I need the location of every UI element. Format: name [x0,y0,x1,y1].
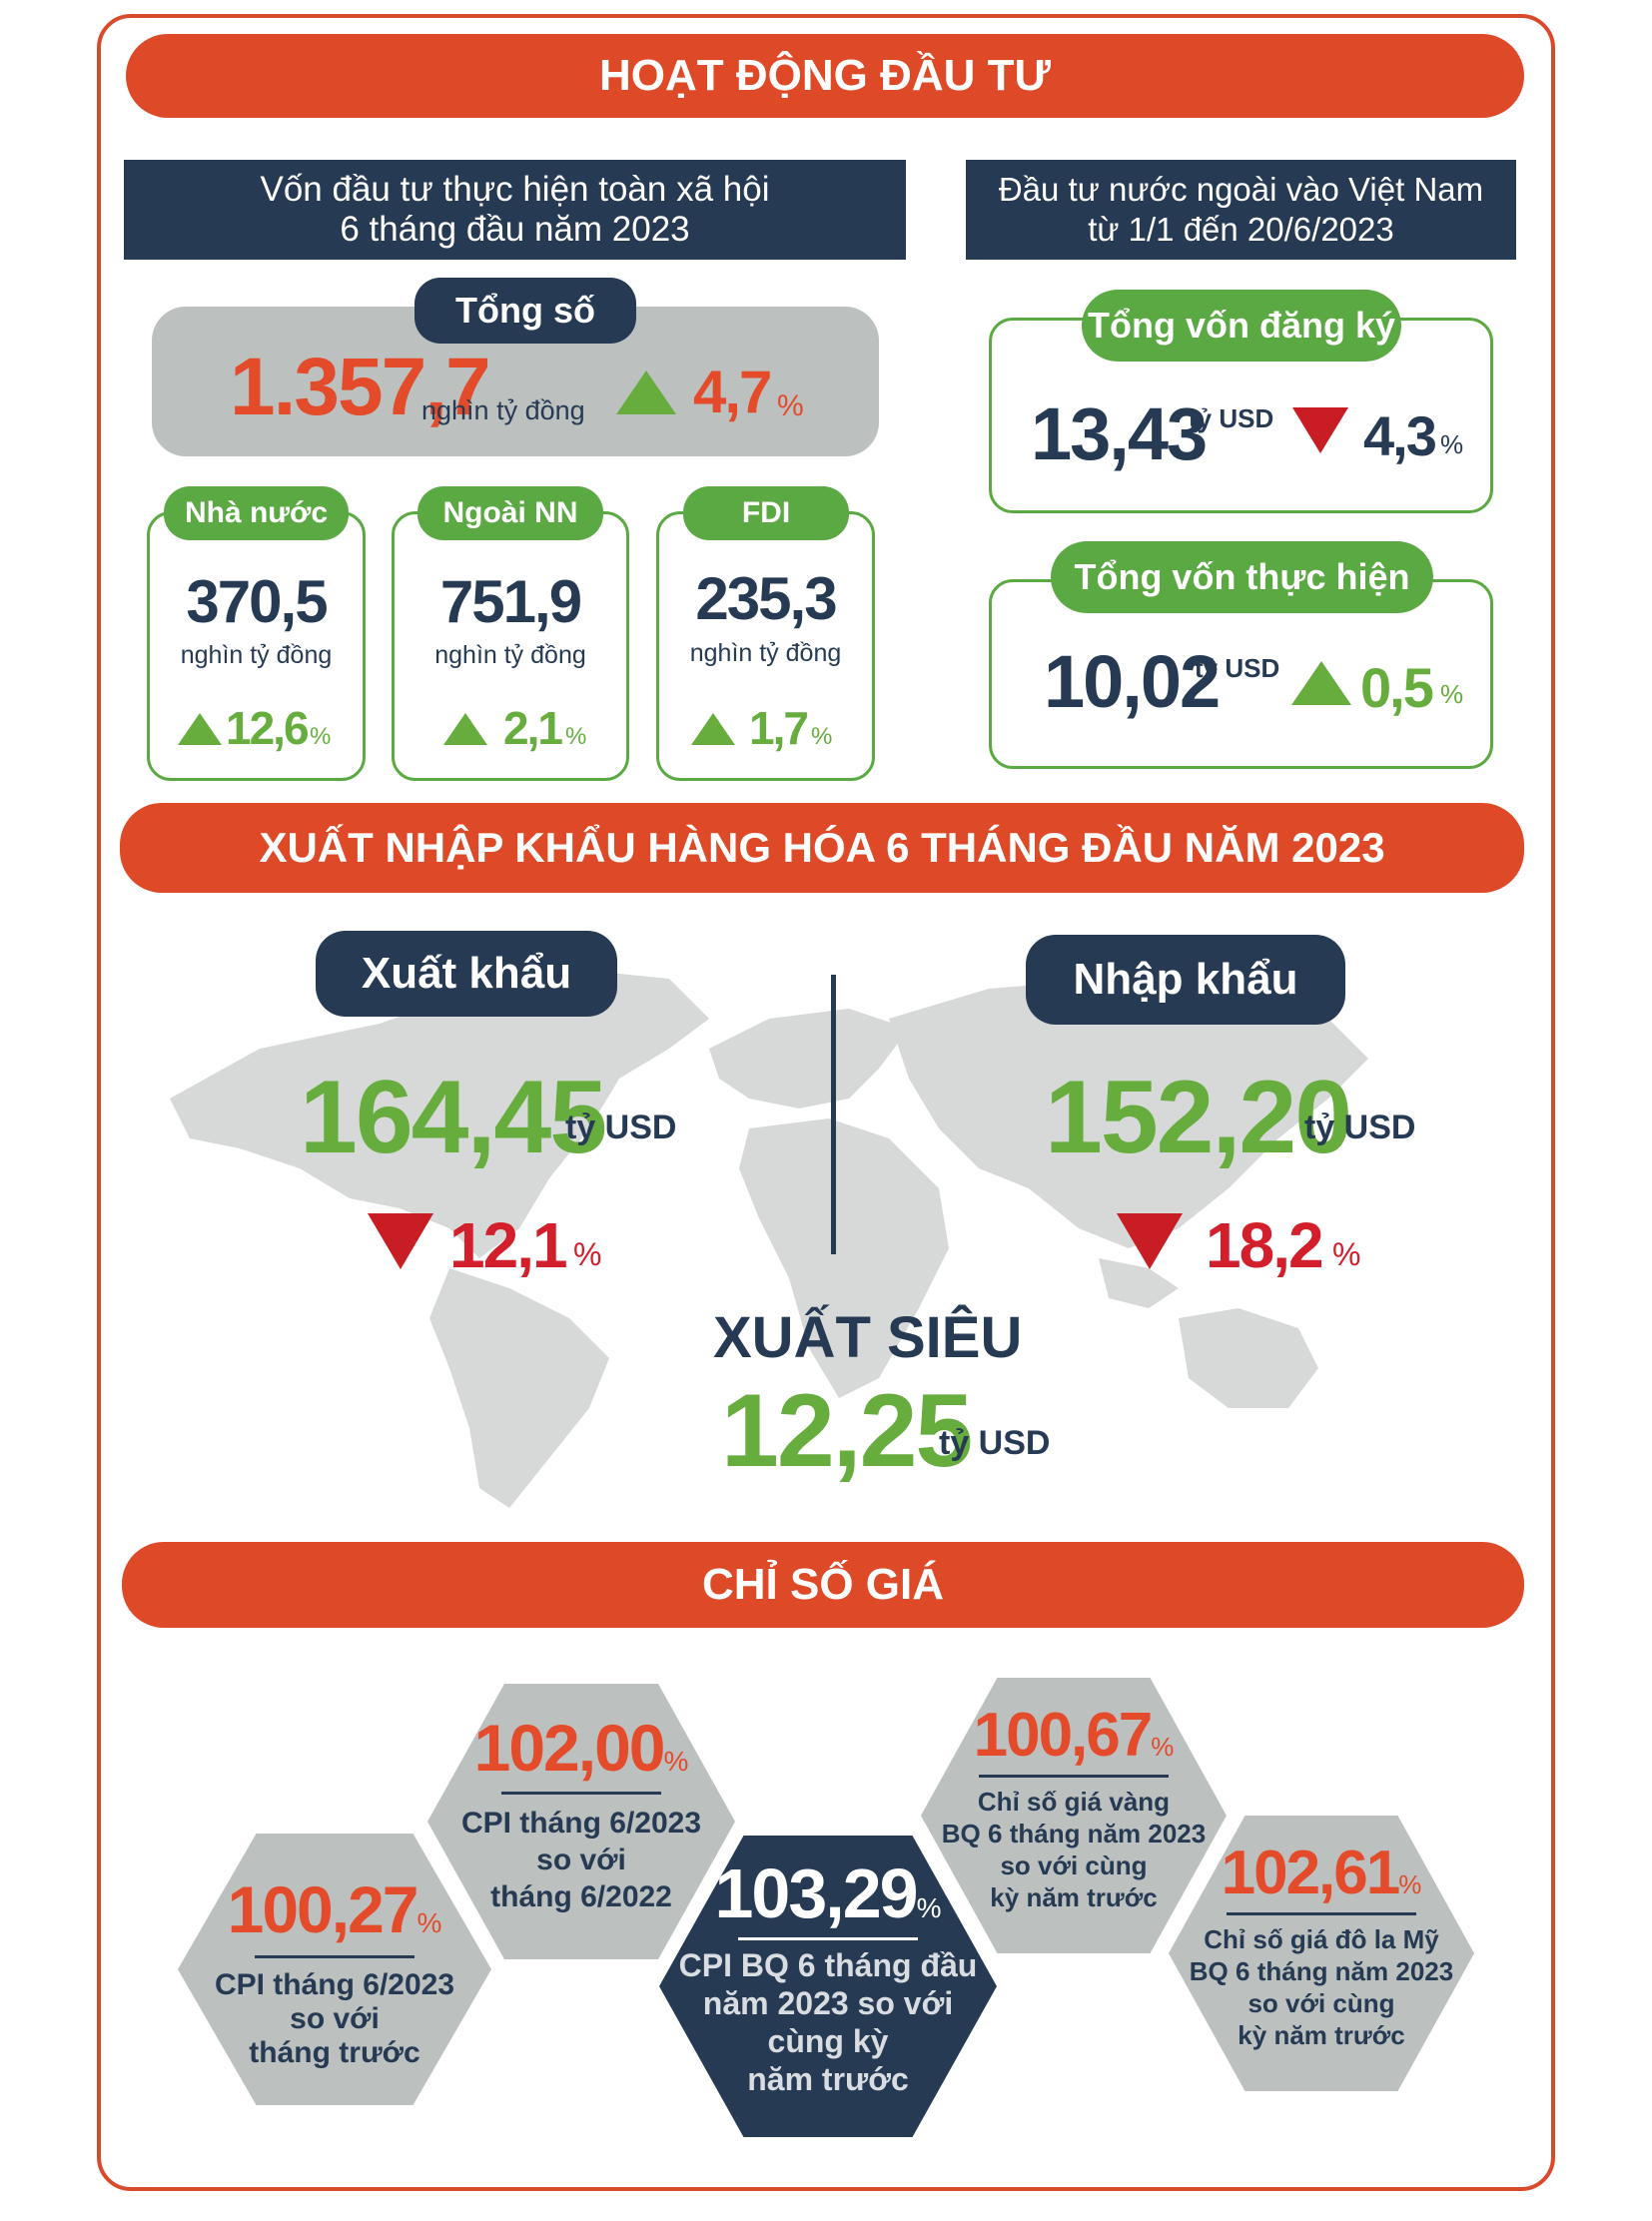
percent-sign: % [1398,1869,1422,1899]
hex-cpi-avg-value: 103,29 [714,1854,918,1932]
registered-capital-change: 4,3 [1363,404,1437,467]
card-nonstate-percent: % [565,723,587,750]
trade-banner: XUẤT NHẬP KHẨU HÀNG HÓA 6 THÁNG ĐẦU NĂM … [120,803,1524,893]
surplus-value: 12,25 [721,1373,973,1489]
hex-divider [255,1955,414,1958]
realized-capital-change: 0,5 [1360,656,1434,719]
percent-sign: % [416,1907,442,1938]
hex-cpi-avg-line: năm 2023 so với [702,1985,954,2021]
hex-cpi-yoy-line: tháng 6/2022 [490,1880,672,1913]
card-state-unit: nghìn tỷ đồng [180,641,333,669]
percent-sign: % [663,1746,689,1777]
hex-divider [1227,1912,1416,1915]
triangle-up-icon [1291,661,1351,705]
percent-sign: % [1151,1732,1175,1762]
card-state-change: 12,6 [226,702,310,754]
export-unit: tỷ USD [565,1109,677,1146]
hex-cpi-avg-line: năm trước [747,2061,909,2097]
divider [831,975,836,1254]
hex-usd-price: 102,61% Chỉ số giá đô la Mỹ BQ 6 tháng n… [1169,1816,1474,2091]
hex-usd-price-line: so với cùng [1247,1988,1395,2018]
foreign-title-line1: Đầu tư nước ngoài vào Việt Nam [998,171,1484,208]
hex-usd-price-line: Chỉ số giá đô la Mỹ [1204,1924,1439,1954]
export-percent: % [573,1236,602,1272]
total-label: Tổng số [414,278,636,344]
investment-banner: HOẠT ĐỘNG ĐẦU TƯ [126,34,1524,118]
total-change-percent: % [777,389,804,422]
triangle-down-icon [368,1213,433,1269]
export-value: 164,45 [300,1060,607,1175]
card-nonstate-value: 751,9 [439,568,582,635]
hex-cpi-month-line: so với [290,2002,380,2035]
card-nonstate [392,511,629,781]
hex-gold-price: 100,67% Chỉ số giá vàng BQ 6 tháng năm 2… [921,1678,1227,1953]
total-change: 4,7 [693,359,772,425]
export-label: Xuất khẩu [316,931,617,1017]
triangle-up-icon [178,713,222,745]
card-nonstate-change: 2,1 [503,702,563,754]
triangle-up-icon [443,713,487,745]
hex-cpi-avg-line: cùng kỳ [767,2023,889,2059]
hex-usd-price-line: kỳ năm trước [1238,2020,1405,2050]
social-investment-header: Vốn đầu tư thực hiện toàn xã hội 6 tháng… [124,160,906,260]
registered-capital-unit: tỷ USD [1189,403,1274,433]
card-state-label: Nhà nước [164,486,349,540]
foreign-title-line2: từ 1/1 đến 20/6/2023 [1088,211,1394,248]
card-state-percent: % [310,723,332,750]
hex-cpi-month-line: CPI tháng 6/2023 [214,1968,455,2001]
card-fdi-label: FDI [683,486,849,540]
hex-gold-price-line: so với cùng [1000,1851,1148,1880]
hex-gold-price-value: 100,67 [973,1701,1154,1770]
triangle-up-icon [691,713,735,745]
hex-cpi-yoy-line: so với [536,1844,626,1876]
hex-divider [738,1937,918,1940]
registered-capital-value: 13,43 [1031,392,1208,475]
hex-cpi-yoy-line: CPI tháng 6/2023 [460,1807,702,1840]
hex-usd-price-value: 102,61 [1221,1839,1401,1907]
import-value: 152,20 [1045,1060,1352,1175]
realized-capital-percent: % [1440,679,1464,709]
world-map [170,969,1368,1508]
import-unit: tỷ USD [1304,1109,1416,1146]
registered-capital-percent: % [1440,429,1464,459]
card-nonstate-label: Ngoài NN [417,486,603,540]
total-value: 1.357,7 [230,342,491,432]
registered-capital-label: Tổng vốn đăng ký [1082,290,1401,362]
hex-cpi-yoy-value: 102,00 [473,1711,666,1785]
hex-cpi-month-line: tháng trước [249,2036,420,2069]
realized-capital-unit: tỷ USD [1195,653,1280,683]
total-unit: nghìn tỷ đồng [421,395,585,425]
hex-usd-price-line: BQ 6 tháng năm 2023 [1189,1956,1454,1986]
card-fdi-change: 1,7 [749,702,809,754]
hex-divider [979,1775,1169,1778]
hex-gold-price-line: kỳ năm trước [990,1882,1158,1912]
social-title-line2: 6 tháng đầu năm 2023 [340,210,690,249]
import-percent: % [1332,1236,1361,1272]
social-title-line1: Vốn đầu tư thực hiện toàn xã hội [260,170,770,209]
export-change: 12,1 [449,1209,568,1281]
realized-capital-value: 10,02 [1044,640,1221,723]
card-fdi-percent: % [811,723,833,750]
surplus-label: XUẤT SIÊU [713,1305,1023,1370]
percent-sign: % [916,1892,942,1923]
triangle-down-icon [1292,407,1348,453]
page-frame [97,14,1555,2191]
prices-banner: CHỈ SỐ GIÁ [122,1542,1524,1628]
import-change: 18,2 [1206,1209,1324,1281]
card-state-value: 370,5 [186,568,328,635]
hex-cpi-avg-line: CPI BQ 6 tháng đầu [678,1947,978,1983]
hex-cpi-month-value: 100,27 [227,1872,419,1946]
triangle-up-icon [616,370,676,414]
hex-gold-price-line: BQ 6 tháng năm 2023 [941,1819,1207,1849]
card-nonstate-unit: nghìn tỷ đồng [434,641,586,669]
foreign-investment-header: Đầu tư nước ngoài vào Việt Nam từ 1/1 đế… [966,160,1516,260]
surplus-unit: tỷ USD [939,1424,1051,1462]
hex-gold-price-line: Chỉ số giá vàng [977,1787,1171,1817]
card-fdi-value: 235,3 [695,565,837,632]
card-fdi-unit: nghìn tỷ đồng [689,639,842,667]
import-label: Nhập khẩu [1026,935,1345,1025]
realized-capital-label: Tổng vốn thực hiện [1051,541,1433,613]
hex-divider [501,1792,661,1795]
triangle-down-icon [1117,1213,1183,1269]
